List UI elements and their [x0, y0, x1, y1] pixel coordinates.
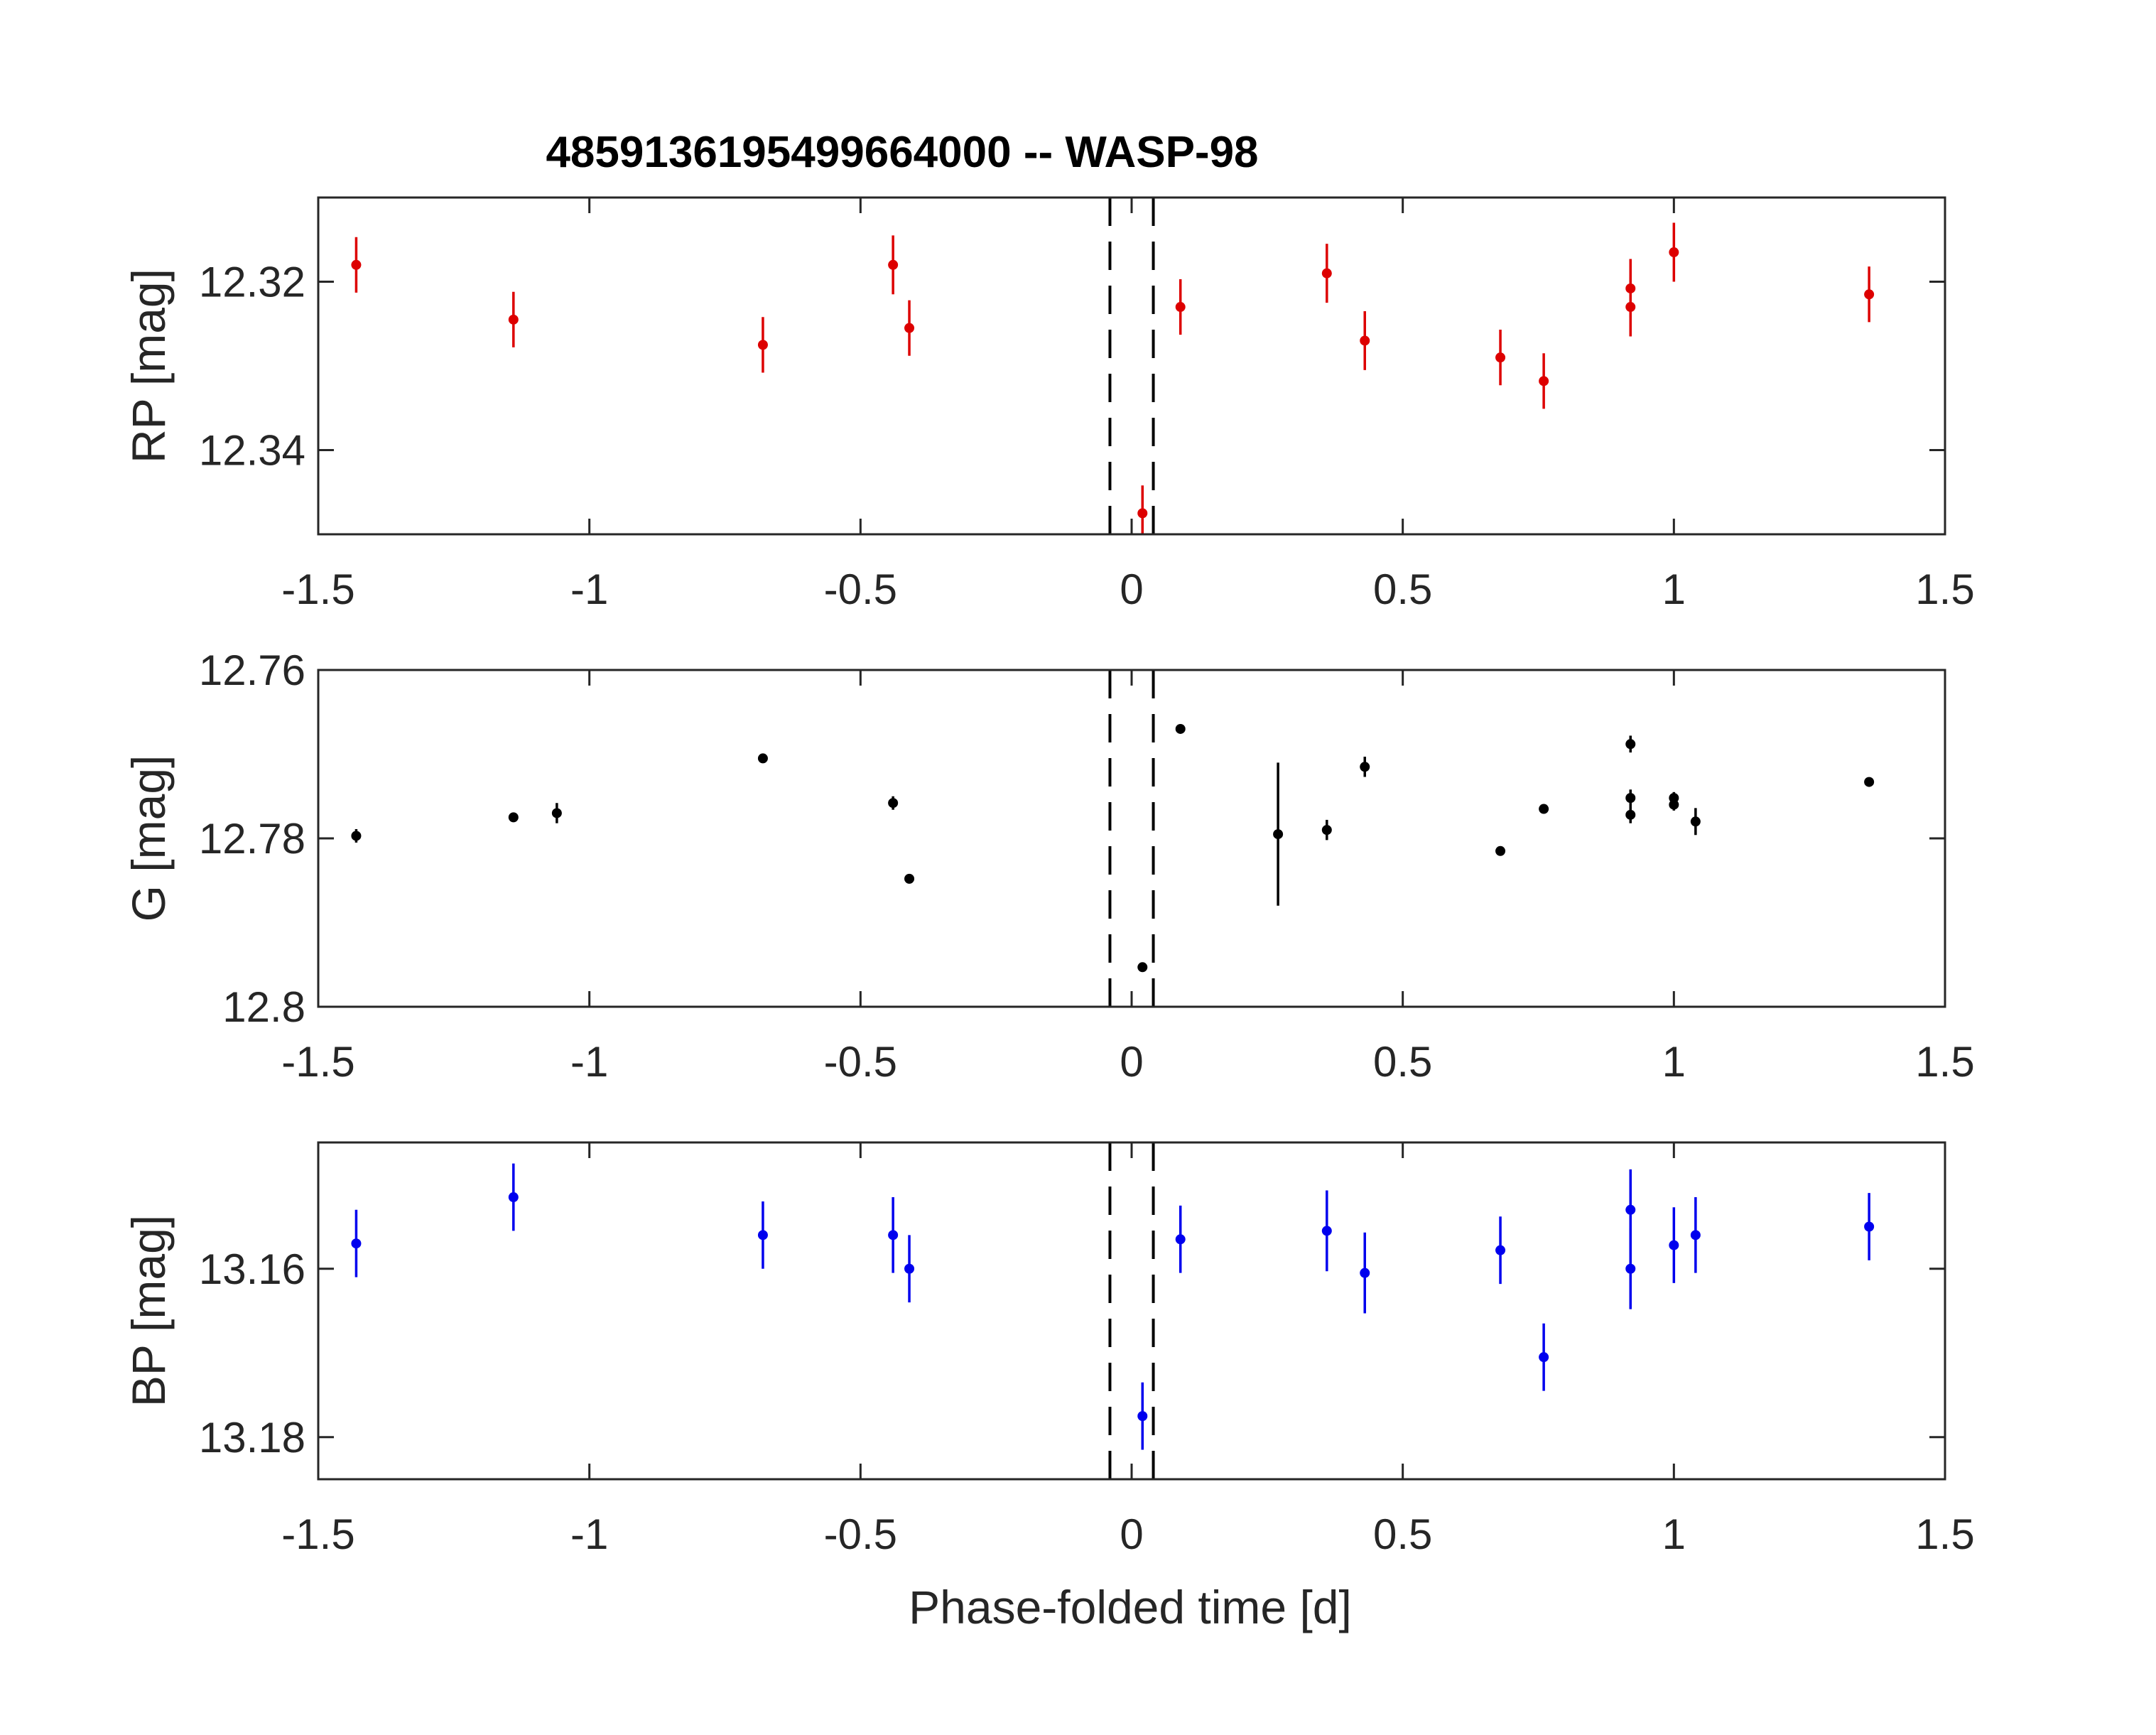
rp-y-tick-label: 12.34 [199, 427, 305, 475]
g-x-tick-label: -1 [570, 1038, 608, 1086]
bp-data-point [1137, 1411, 1148, 1422]
bp-data-point [757, 1230, 768, 1241]
bp-x-tick-label: 0 [1120, 1510, 1143, 1558]
figure-title: 4859136195499664000 -- WASP-98 [546, 128, 1258, 177]
g-data-point [904, 873, 915, 884]
bp-data-point [1669, 1240, 1679, 1250]
bp-y-axis-label: BP [mag] [122, 1215, 175, 1407]
rp-data-point [1539, 376, 1549, 387]
rp-data-point [1864, 289, 1875, 300]
g-data-point [1690, 816, 1701, 827]
g-x-tick-label: 0 [1120, 1038, 1143, 1086]
g-data-point [1669, 799, 1679, 810]
rp-x-tick-label: -1 [570, 566, 608, 613]
rp-data-point [757, 340, 768, 350]
g-y-tick-label: 12.76 [199, 647, 305, 694]
rp-data-point [1137, 508, 1148, 519]
g-x-tick-label: -0.5 [824, 1038, 897, 1086]
rp-data-point [1625, 302, 1636, 313]
g-data-point [1625, 809, 1636, 820]
g-data-point [351, 831, 362, 841]
g-data-point [1625, 793, 1636, 804]
g-data-point [508, 812, 519, 823]
g-x-tick-label: 1.5 [1915, 1038, 1974, 1086]
bp-data-point [904, 1263, 915, 1274]
g-x-tick-label: -1.5 [281, 1038, 354, 1086]
g-data-point [1321, 825, 1332, 836]
bp-data-point [888, 1230, 899, 1241]
bp-x-tick-label: -0.5 [824, 1510, 897, 1558]
g-data-point [1175, 723, 1186, 734]
g-data-point [1625, 739, 1636, 750]
g-x-tick-label: 0.5 [1373, 1038, 1432, 1086]
bp-y-tick-label: 13.18 [199, 1414, 305, 1461]
rp-data-point [1321, 268, 1332, 279]
panel-g: -1.5 -1 -0.5 0 0.5 1 1.5 12.76 12.78 12.8 G [mag] [122, 647, 1975, 1086]
bp-data-point [1321, 1226, 1332, 1236]
rp-x-tick-label: -1.5 [281, 566, 354, 613]
rp-data-point [351, 259, 362, 270]
rp-x-tick-label: 0.5 [1373, 566, 1432, 613]
bp-y-tick-label: 13.16 [199, 1245, 305, 1293]
bp-x-tick-label: -1 [570, 1510, 608, 1558]
rp-data-point [888, 259, 899, 270]
bp-data-point [1625, 1263, 1636, 1274]
bp-data-point [1495, 1245, 1506, 1255]
bp-data-point [1360, 1268, 1370, 1278]
panel-rp: -1.5 -1 -0.5 0 0.5 1 1.5 12.32 12.34 RP [mag] [122, 196, 1975, 613]
rp-y-axis-label: RP [mag] [122, 269, 175, 463]
bp-x-tick-label: -1.5 [281, 1510, 354, 1558]
rp-data-point [508, 314, 519, 325]
g-y-axis-label: G [mag] [122, 755, 175, 922]
g-y-tick-label: 12.8 [222, 983, 305, 1031]
g-data-point [1539, 804, 1549, 814]
g-data-point [757, 753, 768, 764]
panel-bp: -1.5 -1 -0.5 0 0.5 1 1.5 13.16 13.18 BP [mag] [122, 1141, 1975, 1558]
rp-x-tick-label: -0.5 [824, 566, 897, 613]
g-data-point [551, 808, 562, 818]
g-data-point [1495, 845, 1506, 856]
g-y-tick-label: 12.78 [199, 815, 305, 863]
rp-x-tick-label: 1.5 [1915, 566, 1974, 613]
bp-axes-frame [317, 1141, 1946, 1481]
rp-data-point [904, 323, 915, 333]
rp-data-point [1360, 335, 1370, 346]
g-data-point [1864, 777, 1875, 787]
rp-data-point [1669, 247, 1679, 258]
rp-data-point [1495, 352, 1506, 363]
g-x-tick-label: 1 [1662, 1038, 1686, 1086]
g-axes-frame [317, 669, 1946, 1008]
x-axis-label: Phase-folded time [d] [909, 1581, 1352, 1633]
g-data-point [1273, 829, 1284, 840]
bp-data-point [1690, 1230, 1701, 1241]
bp-data-point [1539, 1352, 1549, 1363]
bp-x-tick-label: 0.5 [1373, 1510, 1432, 1558]
rp-axes-frame [317, 196, 1946, 536]
g-data-point [1137, 962, 1148, 973]
bp-data-point [1625, 1204, 1636, 1215]
bp-data-point [1175, 1234, 1186, 1245]
rp-y-tick-label: 12.32 [199, 259, 305, 306]
rp-data-point [1175, 302, 1186, 313]
g-data-point [888, 798, 899, 809]
bp-data-point [508, 1192, 519, 1203]
bp-x-tick-label: 1 [1662, 1510, 1686, 1558]
bp-data-point [1864, 1221, 1875, 1232]
rp-x-tick-label: 1 [1662, 566, 1686, 613]
bp-data-point [351, 1238, 362, 1249]
bp-x-tick-label: 1.5 [1915, 1510, 1974, 1558]
rp-x-tick-label: 0 [1120, 566, 1143, 613]
g-data-point [1360, 762, 1370, 772]
